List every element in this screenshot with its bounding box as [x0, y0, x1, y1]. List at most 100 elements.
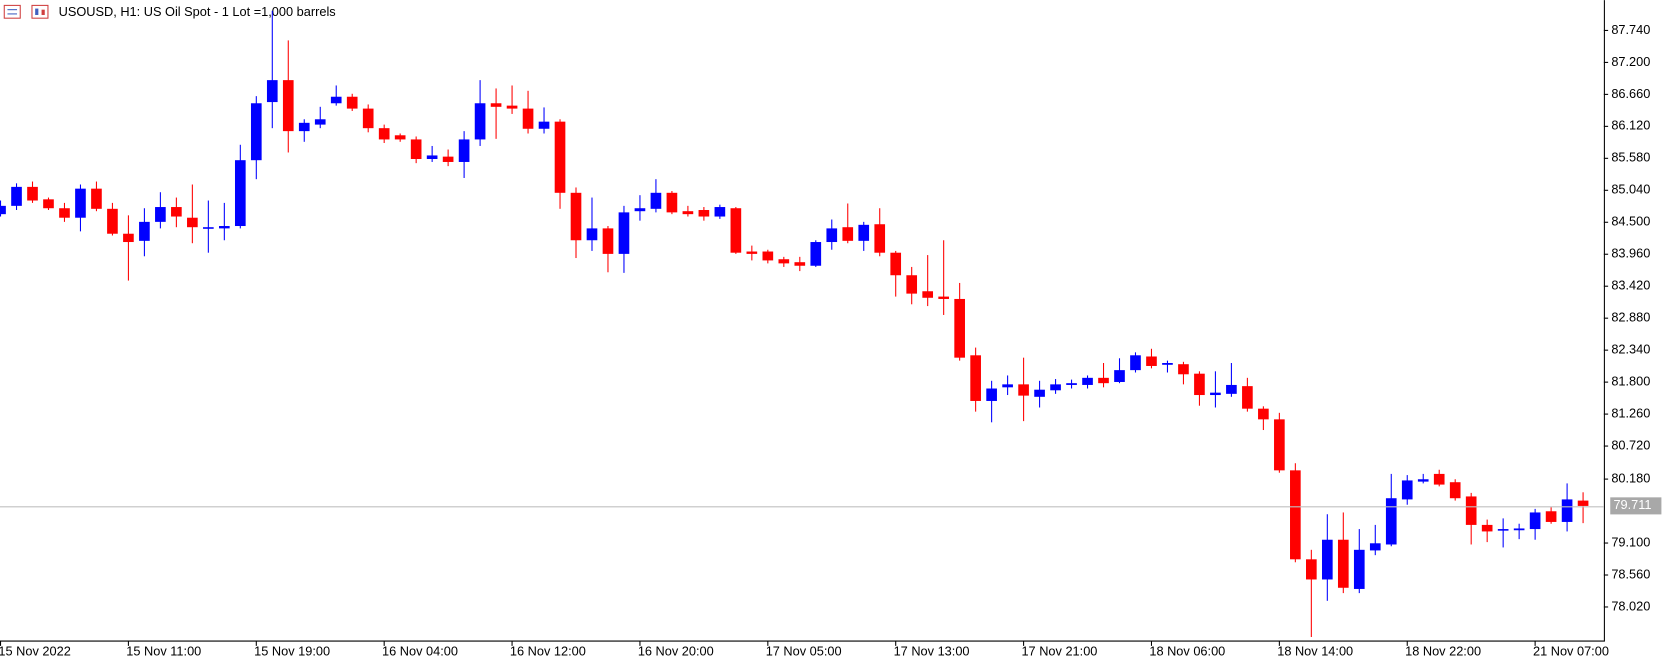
y-tick-label: 86.120: [1611, 118, 1650, 133]
candle-body: [1226, 384, 1237, 394]
candle-body: [1194, 373, 1205, 396]
y-tick-label: 85.580: [1611, 150, 1650, 165]
candle-body: [1417, 479, 1429, 482]
icon-bar: [35, 8, 39, 15]
candle-body: [187, 217, 198, 228]
candle-body: [91, 188, 102, 209]
candle-body: [346, 96, 358, 109]
candle-body: [1577, 500, 1589, 506]
candle-body: [682, 211, 694, 215]
candle-body: [314, 119, 326, 125]
candle-body: [954, 298, 965, 358]
candle-body: [1513, 528, 1525, 531]
candle-body: [1337, 539, 1349, 588]
candle-body: [298, 122, 310, 132]
candle-body: [1018, 384, 1029, 396]
candle-body: [43, 199, 54, 209]
candle-body: [1082, 377, 1093, 385]
y-tick-label: 87.200: [1611, 54, 1650, 69]
candle-body: [1162, 363, 1173, 365]
candle-body: [1449, 482, 1461, 499]
candle-body: [282, 80, 294, 132]
x-tick-label: 16 Nov 20:00: [638, 644, 714, 659]
candle-body: [378, 128, 390, 140]
candle-body: [1274, 419, 1285, 471]
candle-body: [810, 242, 822, 266]
candle-body: [634, 208, 646, 212]
x-tick-label: 18 Nov 06:00: [1149, 644, 1225, 659]
candle-body: [922, 291, 934, 298]
candle-body: [123, 233, 134, 243]
x-tick-label: 17 Nov 13:00: [894, 644, 970, 659]
candle-body: [250, 103, 262, 161]
candle-body: [362, 108, 374, 129]
candle-body: [1290, 470, 1301, 560]
icon-list: [3, 4, 21, 19]
candle-body: [1050, 384, 1061, 391]
y-tick-label: 80.180: [1611, 470, 1650, 485]
x-tick-label: 18 Nov 14:00: [1277, 644, 1353, 659]
candle-body: [698, 210, 710, 217]
current-price-label: 79.711: [1613, 497, 1651, 512]
candle-body: [1529, 512, 1541, 530]
candle-body: [474, 103, 486, 140]
candle-body: [1066, 383, 1077, 385]
candle-body: [234, 160, 246, 227]
y-tick-label: 81.260: [1611, 405, 1650, 420]
candle-body: [826, 228, 838, 243]
candle-body: [1385, 498, 1397, 545]
candle-body: [490, 103, 502, 107]
candle-body: [714, 207, 726, 217]
candle-body: [938, 296, 949, 299]
x-tick-label: 16 Nov 04:00: [382, 644, 458, 659]
candle-body: [1178, 364, 1189, 375]
candle-body: [203, 227, 214, 229]
candle-body: [1465, 496, 1477, 525]
x-tick-label: 15 Nov 11:00: [126, 644, 201, 659]
candle-body: [650, 192, 662, 209]
candle-body: [442, 156, 454, 162]
candle-body: [1114, 370, 1125, 382]
y-tick-label: 82.340: [1611, 342, 1650, 357]
candle-body: [218, 226, 230, 229]
candle-body: [794, 262, 806, 266]
candle-body: [1433, 473, 1445, 485]
candle-body: [1146, 356, 1157, 366]
candle-body: [1401, 480, 1413, 500]
candle-body: [778, 259, 790, 264]
candle-body: [970, 355, 981, 401]
candle-body: [522, 108, 534, 129]
y-tick-label: 81.800: [1611, 373, 1650, 388]
current-price-box: [1610, 497, 1662, 515]
candle-body: [1210, 392, 1221, 396]
candle-body: [746, 251, 758, 254]
candle-body: [586, 228, 598, 241]
candle-body: [1258, 408, 1269, 420]
y-tick-label: 79.100: [1611, 534, 1650, 549]
x-tick-label: 15 Nov 19:00: [254, 644, 330, 659]
candle-body: [618, 212, 630, 254]
x-tick-label: 17 Nov 21:00: [1021, 644, 1097, 659]
chart-title: USOUSD, H1: US Oil Spot - 1 Lot =1,000 b…: [59, 4, 336, 19]
candle-body: [602, 228, 614, 254]
y-tick-label: 84.500: [1611, 214, 1650, 229]
candle-body: [139, 221, 150, 241]
candle-body: [330, 96, 342, 104]
y-tick-label: 85.040: [1611, 182, 1650, 197]
candle-body: [1306, 559, 1317, 580]
candle-body: [986, 388, 997, 401]
candle-body: [730, 208, 742, 253]
candle-body: [1098, 377, 1109, 384]
y-tick-label: 80.720: [1611, 437, 1650, 452]
icon-bar: [41, 9, 45, 15]
candle-body: [890, 252, 902, 276]
candle-body: [1561, 499, 1573, 522]
candle-body: [762, 251, 774, 261]
candle-body: [410, 139, 422, 160]
toolbar-icons: [3, 4, 49, 19]
y-tick-label: 83.420: [1611, 278, 1650, 293]
candle-body: [59, 208, 70, 218]
